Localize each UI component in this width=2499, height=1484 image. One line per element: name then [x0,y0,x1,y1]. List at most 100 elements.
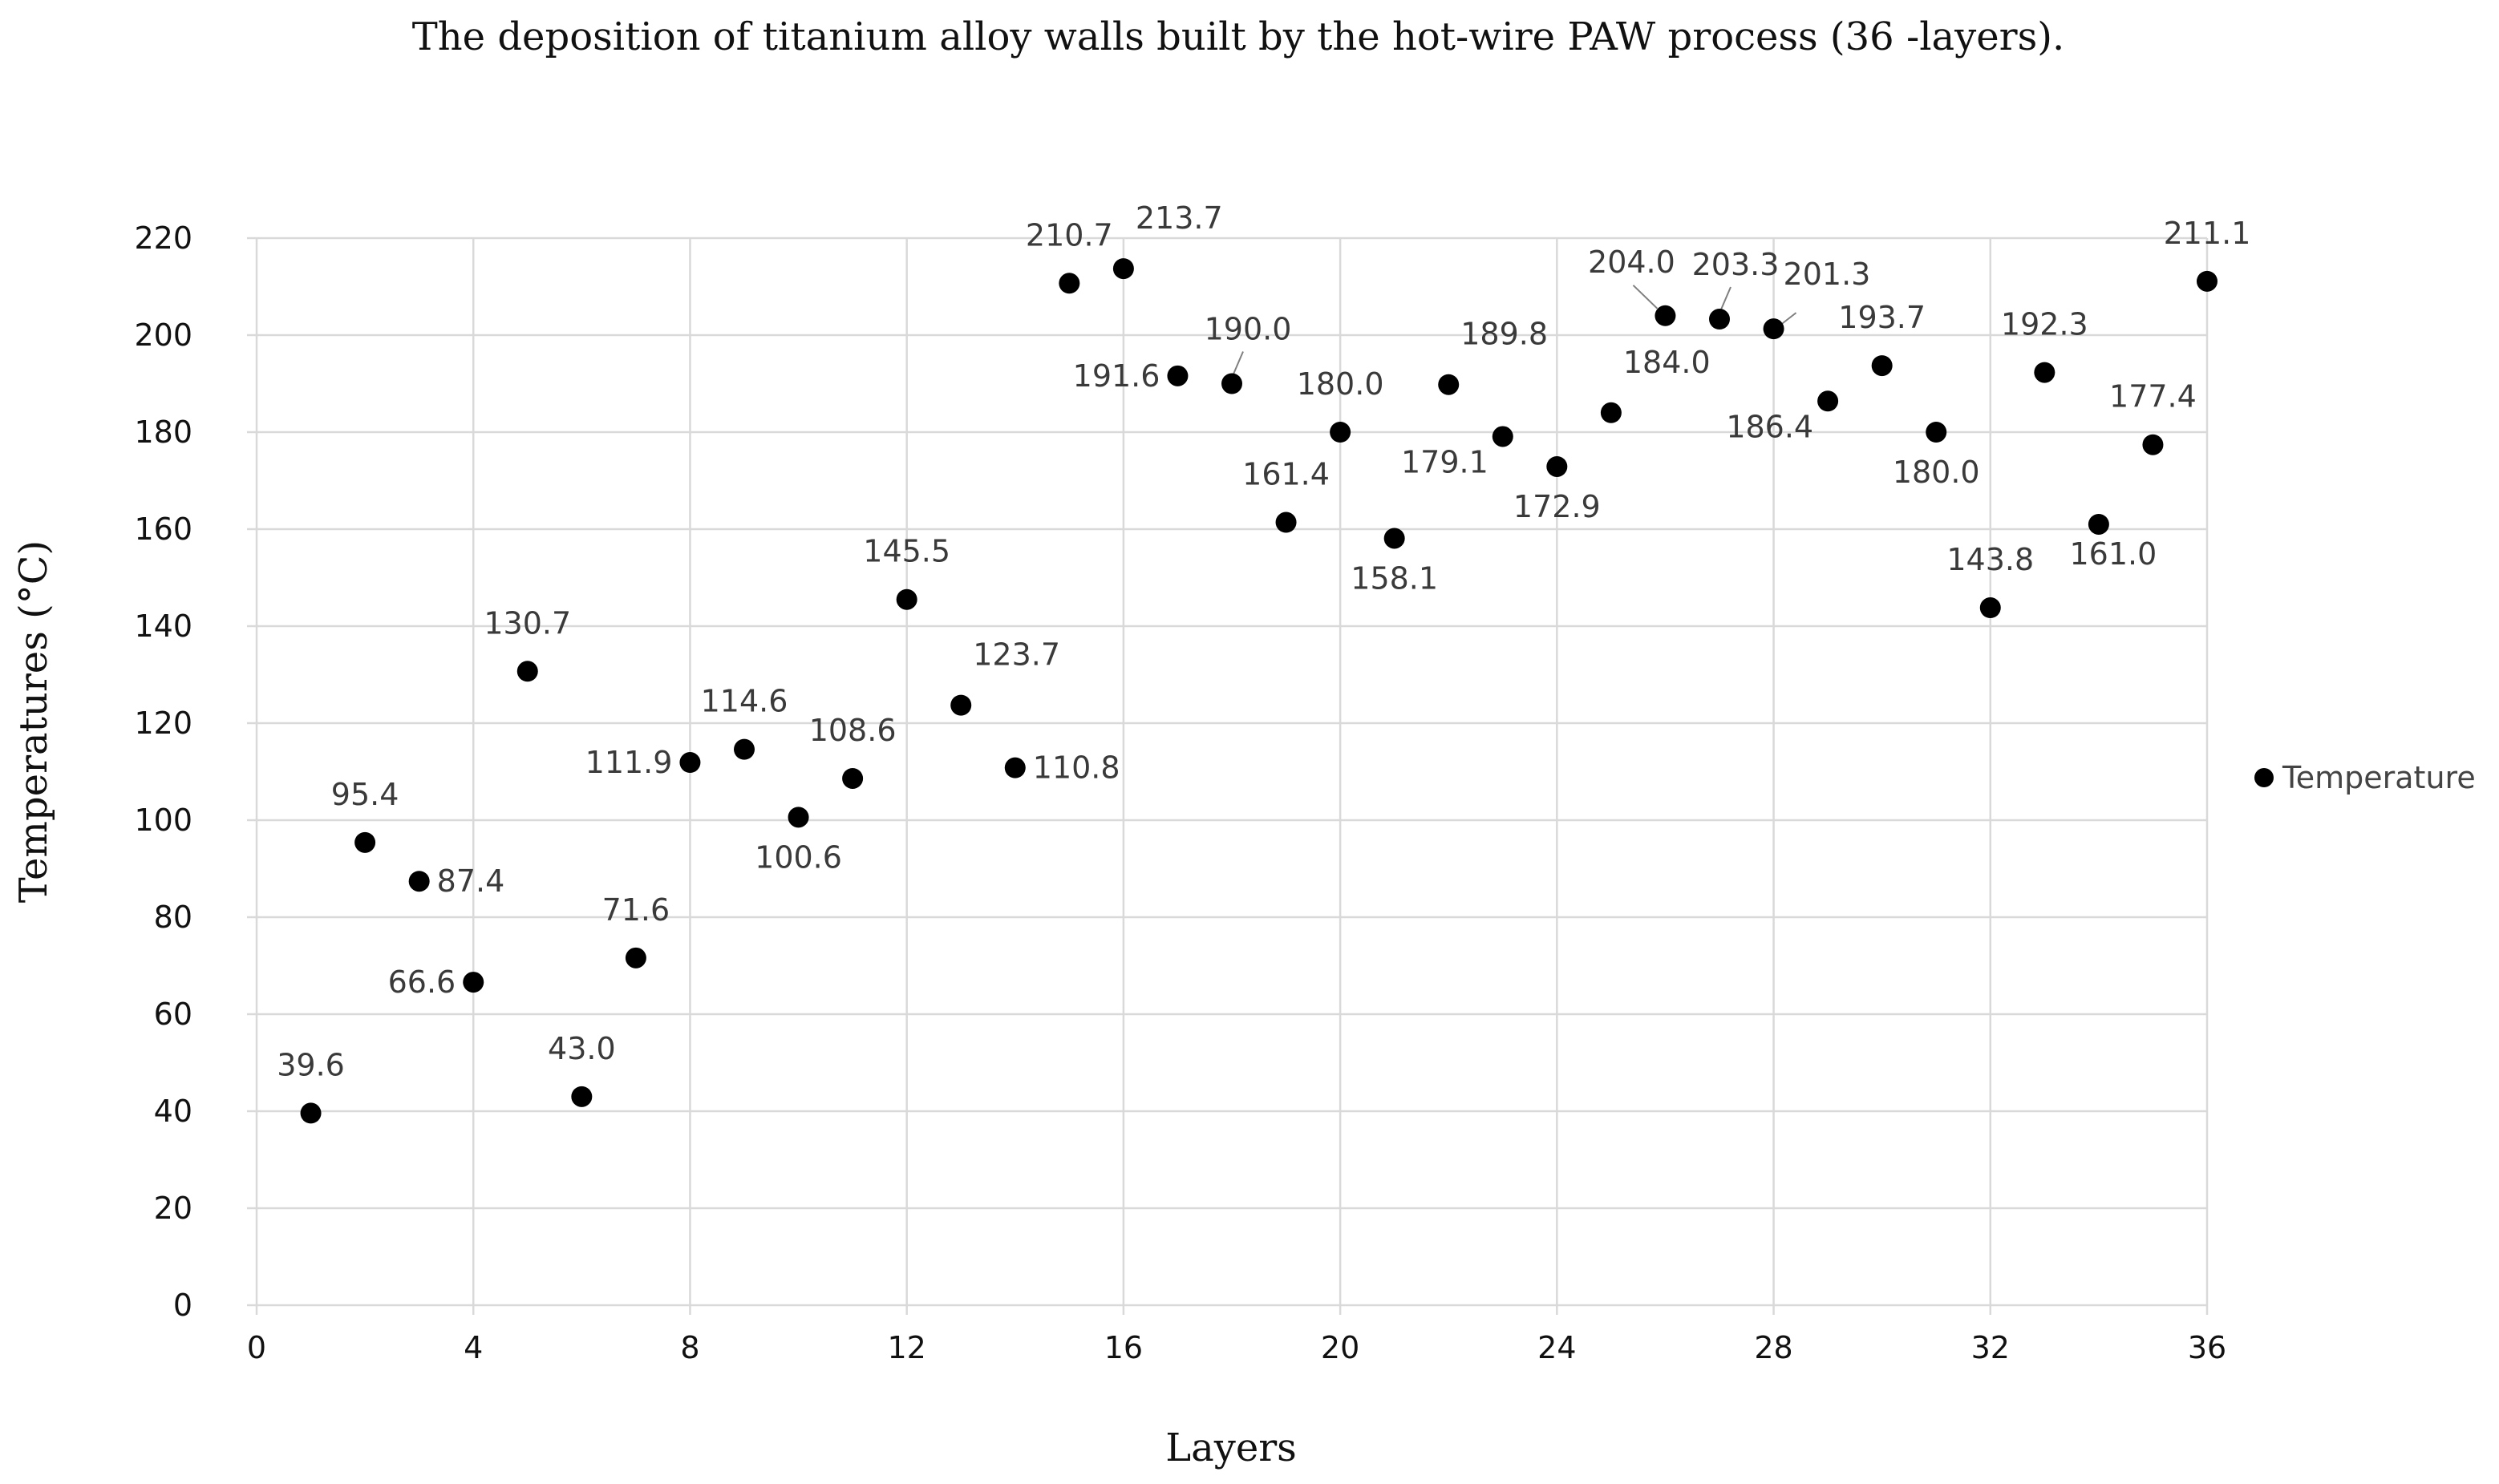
data-label: 190.0 [1205,312,1292,347]
data-point [1438,374,1460,395]
data-point [1817,390,1839,412]
data-label: 180.0 [1893,455,1980,490]
legend-marker [2254,768,2274,787]
y-tick-label: 40 [154,1094,192,1129]
data-point [1546,455,1568,477]
x-axis-title: Layers [1165,1425,1297,1470]
data-point [516,661,538,682]
y-tick-label: 160 [134,512,192,547]
data-label: 201.3 [1784,257,1871,292]
data-point [1330,422,1351,443]
data-point [625,947,646,968]
data-point [1709,309,1730,330]
data-point [300,1102,322,1124]
data-point [408,871,430,892]
data-point [1763,318,1784,340]
data-label: 123.7 [973,637,1060,673]
data-point [1275,512,1297,533]
x-tick-label: 16 [1104,1330,1143,1365]
data-label: 184.0 [1623,345,1711,380]
data-label: 95.4 [331,777,399,812]
data-point [354,831,376,853]
data-point [1221,373,1242,394]
label-leader-line [1780,312,1797,325]
data-point [1059,273,1080,294]
data-label: 43.0 [548,1031,616,1066]
data-label: 111.9 [585,745,673,780]
data-points [300,258,2218,1124]
chart-title: The deposition of titanium alloy walls b… [412,14,2065,59]
data-point [679,752,701,774]
label-leaders [1233,285,1797,374]
data-label: 186.4 [1726,409,1813,444]
y-tick-label: 100 [134,803,192,838]
data-point [2142,434,2164,455]
data-point [1492,426,1513,447]
data-label: 177.4 [2109,379,2197,414]
data-point [2034,362,2055,383]
data-point [1167,365,1189,386]
legend: Temperature [2254,760,2476,795]
data-label: 161.4 [1242,457,1330,492]
data-label: 108.6 [809,713,897,748]
data-label: 213.7 [1136,200,1223,236]
x-tick-label: 4 [464,1330,483,1365]
data-point [1600,402,1622,423]
data-point [2088,513,2109,535]
x-tick-label: 8 [680,1330,699,1365]
data-point [734,738,755,760]
data-labels: 39.6 95.4 87.4 66.6 130.7 43.0 71.6 111.9 114.6 1… [277,200,2250,1082]
data-point [1926,422,1947,443]
x-tick-label: 28 [1754,1330,1792,1365]
data-label: 145.5 [863,534,950,569]
data-label: 203.3 [1692,247,1780,282]
data-label: 110.8 [1033,750,1120,786]
y-tick-label: 80 [154,900,192,935]
x-tick-label: 24 [1537,1330,1576,1365]
data-label: 66.6 [388,964,456,1000]
data-point [788,807,809,828]
data-point [1383,528,1405,549]
data-point [896,588,917,610]
data-point [463,972,484,993]
data-label: 211.1 [2164,216,2251,251]
data-point [571,1086,593,1107]
grid [255,237,2209,1307]
data-point [950,694,972,716]
data-label: 204.0 [1588,245,1675,280]
label-leader-line [1233,351,1244,374]
data-label: 39.6 [277,1047,345,1082]
data-label: 71.6 [602,892,670,928]
data-point [2197,270,2218,292]
y-tick-label: 180 [134,414,192,450]
legend-label: Temperature [2282,760,2476,795]
data-label: 143.8 [1946,542,2034,577]
y-tick-label: 0 [173,1288,192,1323]
data-label: 114.6 [701,684,788,719]
x-tick-label: 36 [2188,1330,2226,1365]
data-label: 87.4 [437,863,505,899]
y-tick-label: 220 [134,220,192,256]
label-leader-line [1632,285,1659,309]
x-tick-label: 0 [247,1330,266,1365]
x-tick-label: 20 [1321,1330,1359,1365]
data-label: 100.6 [755,839,842,875]
data-point [1655,305,1676,326]
y-tick-label: 140 [134,609,192,644]
data-point [1871,355,1893,377]
data-label: 189.8 [1460,317,1548,352]
data-label: 172.9 [1513,489,1601,524]
y-axis-title: Temperatures (°C) [11,540,56,904]
axes: 0 20 40 60 80 100 120 140 160 180 200 220 0 4 8 12 16 20 2… [134,220,2226,1365]
data-label: 193.7 [1838,300,1926,335]
data-point [1112,258,1134,280]
data-point [842,767,864,789]
label-leader-line [1720,286,1731,310]
data-point [1004,757,1026,778]
y-tick-label: 60 [154,997,192,1032]
y-tick-label: 20 [154,1191,192,1226]
data-label: 180.0 [1297,366,1384,402]
